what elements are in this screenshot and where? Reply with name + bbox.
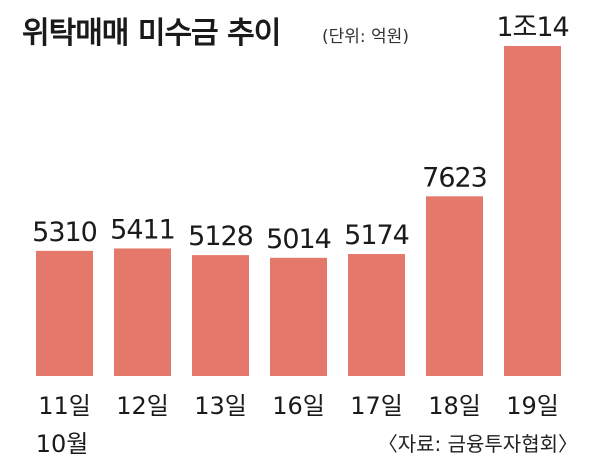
value-label-5: 5174 [344, 220, 409, 251]
bar-6 [426, 196, 483, 376]
bar-5 [348, 254, 405, 376]
bar-7 [504, 46, 561, 376]
value-label-4: 5014 [266, 224, 331, 255]
value-labels-group: 5310 5411 5128 5014 5174 7623 1조14 [32, 12, 570, 255]
unit-label: (단위: 억원) [322, 27, 409, 47]
category-label-5: 17일 [350, 392, 403, 420]
category-label-2: 12일 [116, 392, 169, 420]
category-labels-group: 11일 12일 13일 16일 17일 18일 19일 [38, 392, 559, 420]
value-label-7: 1조14 [496, 12, 568, 43]
month-label: 10월 [36, 430, 89, 458]
category-label-3: 13일 [194, 392, 247, 420]
bar-4 [270, 257, 327, 376]
bar-1 [36, 250, 93, 376]
bar-3 [192, 255, 249, 376]
bars-group [36, 46, 561, 376]
bar-2 [114, 248, 171, 376]
value-label-1: 5310 [32, 217, 97, 248]
category-label-4: 16일 [272, 392, 325, 420]
category-label-1: 11일 [38, 392, 91, 420]
value-label-6: 7623 [422, 162, 487, 193]
value-label-2: 5411 [110, 214, 175, 245]
category-label-6: 18일 [428, 392, 481, 420]
chart-title: 위탁매매 미수금 추이 [22, 16, 281, 51]
source-note: 〈자료: 금융투자협회〉 [377, 432, 578, 456]
category-label-7: 19일 [506, 392, 559, 420]
value-label-3: 5128 [188, 221, 253, 252]
